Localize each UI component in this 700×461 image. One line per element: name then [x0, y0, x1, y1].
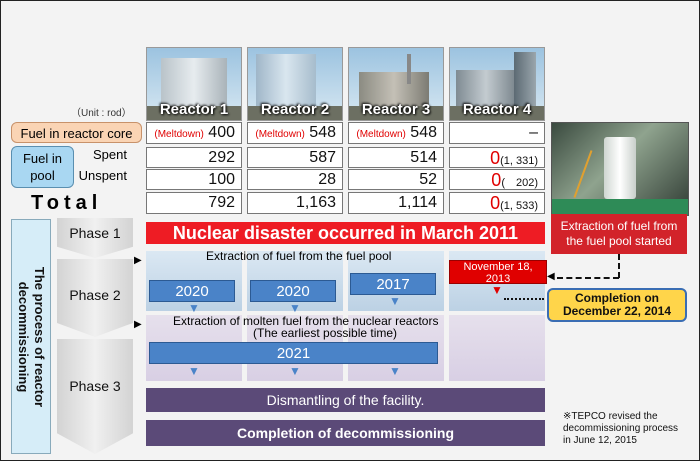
phase-3-band-r4	[449, 315, 545, 381]
r4-spent-previous: (1, 331)	[500, 155, 538, 167]
phase-3-subtitle: (The earliest possible time)	[253, 326, 398, 340]
r3-core-prefix: (Meltdown)	[356, 129, 406, 140]
phase-3-label: Phase 3	[57, 339, 133, 454]
callout-dotted-leader	[504, 298, 544, 300]
phase-2-down-arrow-icon-r2: ▼	[289, 301, 301, 315]
completion-callout: Completion on December 22, 2014	[547, 288, 687, 322]
r3-total-cell: 1,114	[348, 192, 444, 214]
dismantling-bar: Dismantling of the facility.	[146, 388, 545, 412]
reactor-1-label: Reactor 1	[159, 101, 229, 118]
r4-unspent-previous: ( 202)	[501, 177, 538, 189]
reactor-2-label: Reactor 2	[260, 101, 330, 118]
reactor-2-photo: Reactor 2	[247, 47, 343, 121]
phase-3-pointer-icon: ▶	[134, 319, 142, 330]
tepco-note: ※TEPCO revised the decommissioning proce…	[563, 411, 679, 446]
row-label-unspent: Unspent	[78, 168, 127, 183]
r4-total-value: 0	[490, 193, 501, 213]
row-label-total: Total	[31, 192, 103, 214]
r2-core-value: 548	[309, 124, 336, 141]
photo-caption: Extraction of fuel from the fuel pool st…	[551, 214, 687, 254]
r4-total-previous: (1, 533)	[500, 200, 538, 212]
completion-bar: Completion of decommissioning	[146, 420, 545, 446]
phase-2-year-r3: 2017	[350, 273, 436, 295]
r4-core-cell: –	[449, 122, 545, 144]
phase-3-down-arrow-icon-r2: ▼	[289, 364, 301, 378]
phase-2-label: Phase 2	[57, 259, 133, 337]
r1-spent-cell: 292	[146, 147, 242, 168]
r3-spent-cell: 514	[348, 147, 444, 168]
reactor-3-label: Reactor 3	[361, 101, 431, 118]
r2-unspent-cell: 28	[247, 169, 343, 190]
row-label-pool: Fuel in pool	[11, 146, 74, 188]
phase-1-banner: Nuclear disaster occurred in March 2011	[146, 222, 545, 244]
phase-2-r4-down-arrow-icon: ▼	[491, 283, 503, 297]
r4-spent-cell: 0(1, 331)	[449, 147, 545, 168]
r3-core-value: 548	[410, 124, 437, 141]
r1-core-cell: (Meltdown) 400	[146, 122, 242, 144]
r2-spent-cell: 587	[247, 147, 343, 168]
phase-3-year: 2021	[149, 342, 438, 364]
r4-unspent-cell: 0( 202)	[449, 169, 545, 190]
caption-arrowhead-icon: ◀	[547, 271, 555, 282]
r4-total-cell: 0(1, 533)	[449, 192, 545, 214]
caption-dashed-line-horizontal	[557, 277, 619, 279]
phase-3-down-arrow-icon-r1: ▼	[188, 364, 200, 378]
r1-total-cell: 792	[146, 192, 242, 214]
r2-core-cell: (Meltdown) 548	[247, 122, 343, 144]
side-label-line1: The process of reactor	[32, 266, 47, 407]
r2-core-prefix: (Meltdown)	[255, 129, 305, 140]
r3-unspent-cell: 52	[348, 169, 444, 190]
row-label-core: Fuel in reactor core	[11, 122, 142, 143]
reactor-4-photo: Reactor 4	[449, 47, 545, 121]
phase-2-r4-date: November 18, 2013	[449, 260, 547, 285]
phase-3-title: Extraction of molten fuel from the nucle…	[173, 314, 439, 328]
phase-2-year-r2: 2020	[250, 280, 336, 302]
phase-2-down-arrow-icon-r1: ▼	[188, 301, 200, 315]
r4-unspent-value: 0	[491, 170, 502, 190]
r3-core-cell: (Meltdown) 548	[348, 122, 444, 144]
caption-dashed-line	[618, 254, 620, 278]
phase-1-label: Phase 1	[57, 218, 133, 258]
reactor-4-label: Reactor 4	[462, 101, 532, 118]
phase-2-down-arrow-icon-r3: ▼	[389, 294, 401, 308]
r1-core-value: 400	[208, 124, 235, 141]
fuel-pool-photo	[551, 122, 689, 216]
phase-2-pointer-icon: ▶	[134, 255, 142, 266]
row-label-spent: Spent	[93, 147, 127, 162]
phase-2-year-r1: 2020	[149, 280, 235, 302]
r1-unspent-cell: 100	[146, 169, 242, 190]
r4-core-value: –	[529, 124, 538, 141]
unit-label: （Unit : rod）	[71, 108, 132, 119]
process-side-label: The process of reactor decommissioning	[11, 219, 51, 454]
r2-total-cell: 1,163	[247, 192, 343, 214]
reactor-1-photo: Reactor 1	[146, 47, 242, 121]
phase-2-title: Extraction of fuel from the fuel pool	[206, 249, 392, 263]
reactor-3-photo: Reactor 3	[348, 47, 444, 121]
side-label-line2: decommissioning	[16, 281, 31, 392]
r4-spent-value: 0	[490, 148, 501, 168]
r1-core-prefix: (Meltdown)	[154, 129, 204, 140]
phase-3-down-arrow-icon-r3: ▼	[389, 364, 401, 378]
